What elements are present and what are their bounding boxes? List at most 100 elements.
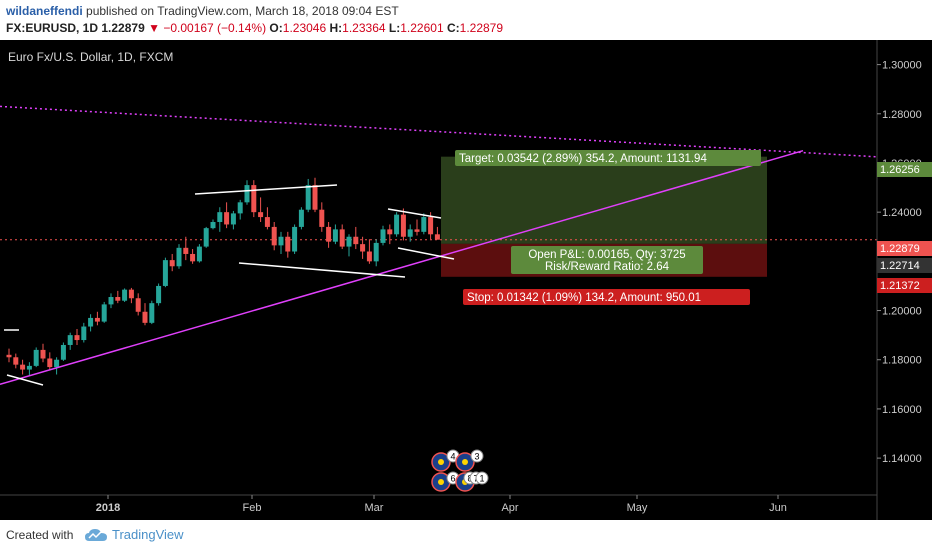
low-label: L: [388, 21, 401, 35]
channel-line[interactable] [6, 374, 44, 386]
candle-body [339, 229, 345, 247]
channel-line[interactable] [387, 208, 442, 219]
close-value: 1.22879 [459, 21, 504, 35]
x-tick-label: Mar [365, 502, 384, 514]
candle-body [366, 251, 372, 262]
candle-body [74, 335, 80, 341]
y-tick-label: 1.30000 [882, 60, 922, 72]
candle-body [271, 226, 277, 246]
last-price: 1.22879 [101, 21, 145, 35]
x-tick-label: 2018 [96, 502, 120, 514]
candle-body [346, 236, 352, 247]
pl-label-bg [511, 246, 703, 274]
x-tick-label: Feb [243, 502, 262, 514]
candle-body [210, 222, 216, 229]
event-badge-text: 3 [474, 452, 479, 462]
candle-body [298, 209, 304, 227]
candle-body [6, 354, 12, 358]
tradingview-cloud-icon [84, 527, 108, 548]
event-badge-text: 1 [479, 474, 484, 484]
high-value: 1.23364 [342, 21, 386, 35]
candle-body [60, 344, 66, 360]
target-zone [441, 156, 767, 244]
open-value: 1.23046 [282, 21, 327, 35]
price-tag-target: 1.26256 [877, 162, 932, 177]
stop-label-bg [463, 289, 750, 305]
footer: Created with TradingView [0, 520, 932, 550]
candle-body [332, 229, 338, 242]
candle-body [278, 236, 284, 246]
candle-body [135, 298, 141, 312]
candle-body [373, 242, 379, 262]
candle-body [230, 213, 236, 225]
candle-body [400, 214, 406, 237]
price-tag-stop: 1.21372 [877, 278, 932, 293]
candle-body [237, 202, 243, 214]
chart-area[interactable]: 1.300001.280001.260001.240001.220001.200… [0, 40, 932, 520]
candle-body [305, 185, 311, 210]
channel-line[interactable] [194, 184, 338, 195]
candle-body [13, 357, 19, 365]
candle-body [203, 228, 209, 247]
open-label: O: [269, 21, 283, 35]
y-tick-label: 1.20000 [882, 306, 922, 318]
candle-body [353, 236, 359, 245]
price-tag-current-text: 1.22879 [880, 243, 920, 255]
candle-body [434, 234, 440, 240]
event-badge-text: 4 [450, 452, 455, 462]
event-badge [470, 449, 484, 463]
candle-body [122, 289, 128, 301]
created-with-text: Created with [6, 528, 74, 542]
pl-label: Open P&L: 0.00165, Qty: 3725 [528, 249, 685, 261]
stop-label: Stop: 0.01342 (1.09%) 134.2, Amount: 950… [467, 292, 701, 304]
candle-body [387, 229, 393, 235]
candle-body [176, 247, 182, 267]
tradingview-brand[interactable]: TradingView [112, 527, 184, 542]
symbol-line: FX:EURUSD, 1D 1.22879 ▼ −0.00167 (−0.14%… [6, 21, 503, 35]
author-link[interactable]: wildaneffendi [6, 4, 83, 18]
x-tick-label: Apr [501, 502, 518, 514]
channel-line[interactable] [238, 262, 406, 278]
candle-body [319, 209, 325, 227]
candle-body [380, 229, 386, 243]
candle-body [47, 358, 53, 368]
candle-body [407, 229, 413, 237]
candle-body [88, 317, 94, 327]
rising-support-line[interactable] [0, 149, 804, 386]
y-tick-label: 1.28000 [882, 109, 922, 121]
candle-body [101, 304, 107, 322]
candle-body [26, 365, 32, 370]
candle-body [190, 253, 196, 262]
price-chart[interactable]: 1.300001.280001.260001.240001.220001.200… [0, 40, 932, 520]
candle-body [67, 335, 73, 345]
candle-body [217, 212, 223, 222]
candle-body [258, 212, 264, 218]
candle-body [264, 217, 270, 227]
event-badge-text: 6 [450, 474, 455, 484]
price-tag-entry-text: 1.22714 [880, 260, 920, 272]
rr-label: Risk/Reward Ratio: 2.64 [545, 261, 670, 273]
event-badge [475, 471, 489, 485]
y-tick-label: 1.16000 [882, 404, 922, 416]
candle-body [414, 229, 420, 232]
y-tick-label: 1.18000 [882, 355, 922, 367]
candle-body [54, 359, 60, 368]
eu-event-icon-star [462, 459, 468, 465]
chart-title: Euro Fx/U.S. Dollar, 1D, FXCM [8, 50, 173, 64]
candle-body [81, 326, 87, 341]
candle-body [40, 349, 46, 359]
candle-body [108, 297, 114, 305]
candle-body [94, 317, 100, 322]
low-value: 1.22601 [400, 21, 444, 35]
candle-body [149, 303, 155, 323]
candle-body [162, 260, 168, 286]
x-tick-label: May [627, 502, 648, 514]
descending-resistance-line[interactable] [0, 105, 878, 158]
candle-body [292, 226, 298, 252]
candle-body [183, 247, 189, 254]
candle-body [421, 217, 427, 232]
published-text: published on TradingView.com, March 18, … [86, 4, 399, 18]
candle-body [428, 217, 434, 235]
candle-body [115, 297, 121, 301]
channel-line[interactable] [397, 247, 455, 260]
